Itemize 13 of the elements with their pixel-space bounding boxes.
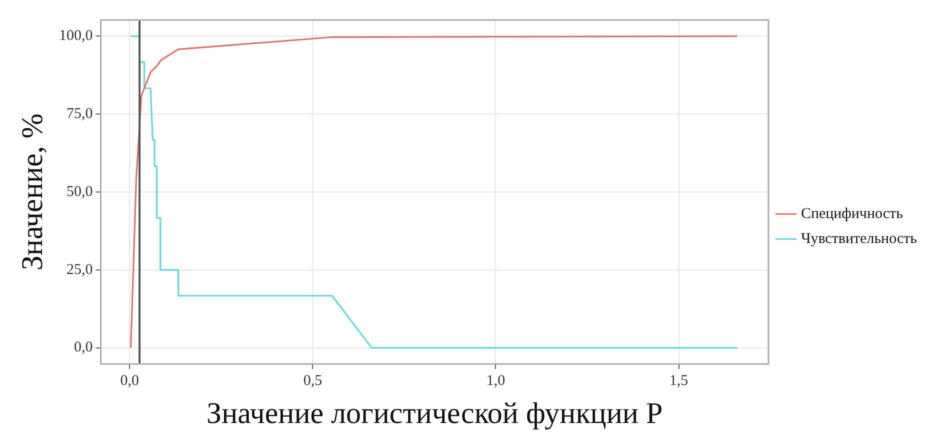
y-axis-title: Значение, % bbox=[16, 113, 49, 271]
x-tick-label: 0,0 bbox=[120, 372, 140, 389]
legend-label: Специфичность bbox=[800, 206, 904, 222]
y-tick-label: 0,0 bbox=[74, 340, 93, 356]
y-tick-label: 25,0 bbox=[66, 262, 93, 278]
x-tick-label: 1,5 bbox=[669, 372, 688, 389]
y-tick-label: 50,0 bbox=[66, 184, 93, 200]
x-axis-title: Значение логистической функции P bbox=[206, 396, 663, 430]
y-tick-label: 75,0 bbox=[66, 106, 93, 122]
y-tick-label: 100,0 bbox=[59, 28, 93, 44]
x-tick-label: 0,5 bbox=[303, 372, 322, 389]
x-tick-label: 1,0 bbox=[486, 372, 506, 389]
legend-label: Чувствительность bbox=[800, 230, 918, 247]
